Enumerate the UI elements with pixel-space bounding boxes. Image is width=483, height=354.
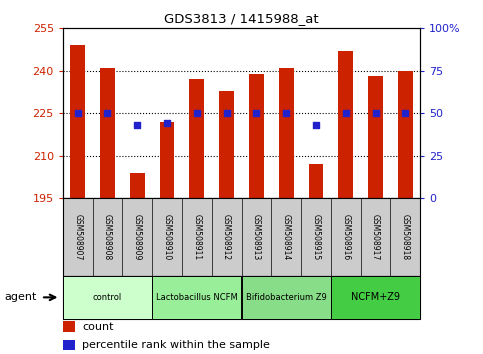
- Text: agent: agent: [5, 292, 37, 302]
- Bar: [331, 276, 420, 319]
- Point: [163, 121, 171, 126]
- Point: [193, 110, 201, 116]
- Point: [223, 110, 230, 116]
- Text: Lactobacillus NCFM: Lactobacillus NCFM: [156, 293, 238, 302]
- Bar: [100, 68, 115, 198]
- Bar: [159, 122, 174, 198]
- Text: GDS3813 / 1415988_at: GDS3813 / 1415988_at: [164, 12, 319, 25]
- Bar: [63, 276, 152, 319]
- Bar: [152, 276, 242, 319]
- Bar: [398, 71, 413, 198]
- Bar: [63, 340, 75, 350]
- Point: [401, 110, 409, 116]
- Bar: [368, 76, 383, 198]
- Text: NCFM+Z9: NCFM+Z9: [351, 292, 400, 302]
- Text: GSM508916: GSM508916: [341, 214, 350, 260]
- Text: GSM508911: GSM508911: [192, 214, 201, 260]
- Point: [253, 110, 260, 116]
- Bar: [338, 51, 353, 198]
- Text: GSM508910: GSM508910: [163, 214, 171, 260]
- Text: GSM508908: GSM508908: [103, 214, 112, 260]
- Bar: [63, 321, 75, 332]
- Bar: [279, 68, 294, 198]
- Bar: [219, 91, 234, 198]
- Text: Bifidobacterium Z9: Bifidobacterium Z9: [246, 293, 327, 302]
- Bar: [242, 276, 331, 319]
- Bar: [130, 173, 145, 198]
- Text: GSM508909: GSM508909: [133, 214, 142, 261]
- Bar: [70, 45, 85, 198]
- Point: [74, 110, 82, 116]
- Text: count: count: [83, 322, 114, 332]
- Text: GSM508907: GSM508907: [73, 214, 82, 261]
- Point: [104, 110, 112, 116]
- Text: GSM508918: GSM508918: [401, 214, 410, 260]
- Text: GSM508917: GSM508917: [371, 214, 380, 260]
- Text: GSM508913: GSM508913: [252, 214, 261, 260]
- Point: [282, 110, 290, 116]
- Bar: [309, 164, 324, 198]
- Text: percentile rank within the sample: percentile rank within the sample: [83, 340, 270, 350]
- Point: [372, 110, 380, 116]
- Bar: [249, 74, 264, 198]
- Text: GSM508914: GSM508914: [282, 214, 291, 260]
- Point: [342, 110, 350, 116]
- Point: [133, 122, 141, 128]
- Bar: [189, 79, 204, 198]
- Text: GSM508915: GSM508915: [312, 214, 320, 260]
- Text: GSM508912: GSM508912: [222, 214, 231, 260]
- Point: [312, 122, 320, 128]
- Text: control: control: [93, 293, 122, 302]
